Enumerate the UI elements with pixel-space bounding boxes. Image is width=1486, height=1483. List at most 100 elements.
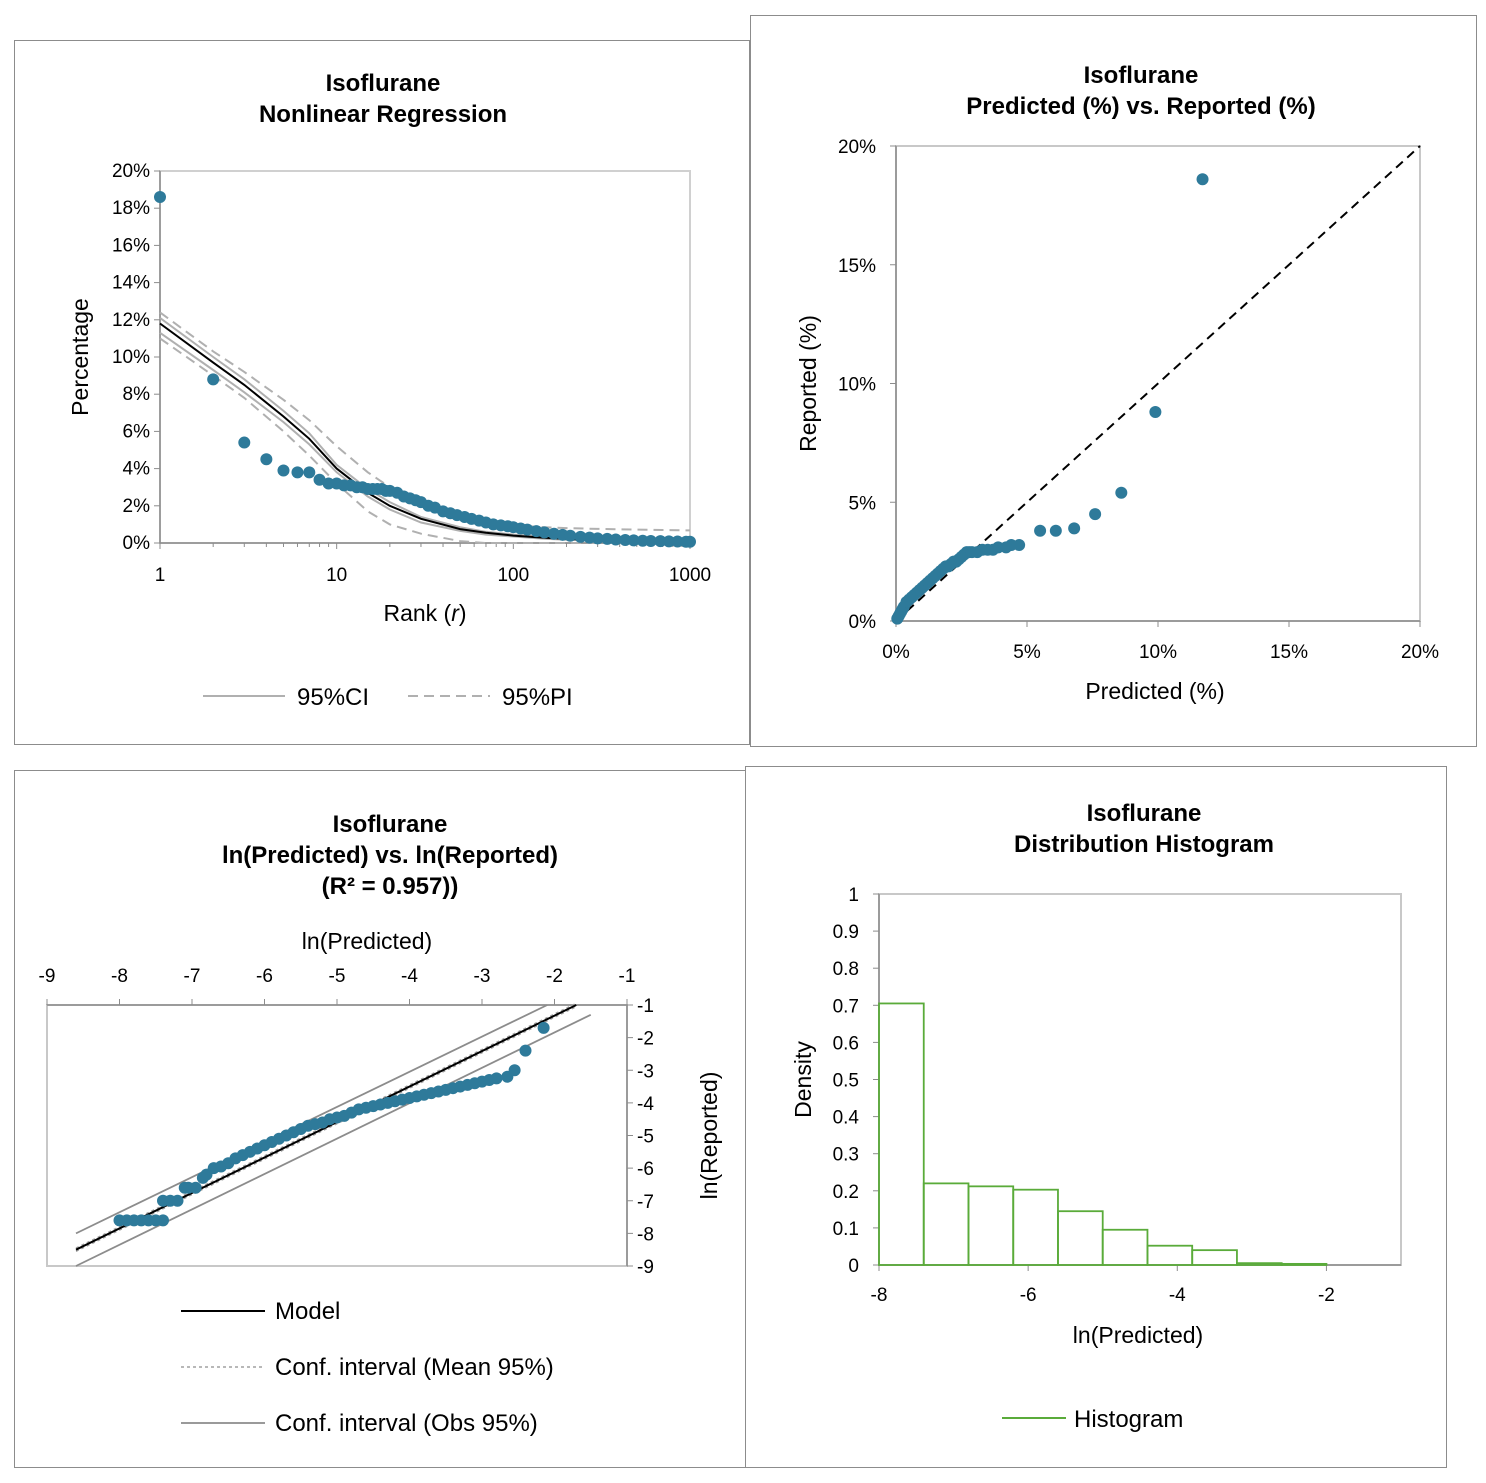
y-tick-label: 0.5 [833,1071,859,1092]
x-tick-label: 20% [1401,642,1439,663]
x-tick-label: 5% [1013,642,1041,663]
legend-histogram-label: Histogram [1074,1406,1183,1433]
histogram-bar [1012,1188,1059,1266]
y-axis-label: Percentage [67,298,93,416]
data-point [662,535,675,548]
y-tick-label: 4% [123,459,151,480]
data-point [154,191,166,204]
histogram-bar [878,1002,925,1266]
histogram-bar [967,1185,1015,1266]
histogram-bar [1146,1244,1194,1266]
y-tick-label: -1 [637,996,654,1017]
y-tick-label: 0.8 [833,959,859,980]
data-point [684,535,696,548]
data-point [891,612,904,625]
legend-pi-label: 95%PI [502,684,573,711]
y-tick-label: -3 [637,1061,654,1082]
x-tick-label: 1000 [669,565,711,586]
y-tick-label: 0.4 [833,1108,860,1129]
histogram-bar [1191,1249,1238,1266]
x-tick-label: 100 [497,565,529,586]
chart-title-line: ln(Predicted) vs. ln(Reported) [222,842,558,869]
x-tick-label: -7 [184,966,201,987]
x-tick-label: -9 [39,966,56,987]
y-tick-label: -6 [637,1159,654,1180]
y-tick-label: 0.6 [833,1033,859,1054]
histogram-bar [1101,1228,1149,1266]
model-line [75,1004,577,1251]
y-tick-label: 0 [848,1256,859,1277]
x-tick-label: -6 [256,966,273,987]
x-tick-label: 10% [1139,642,1177,663]
y-tick-label: 20% [838,137,876,158]
y-tick-label: 0.3 [833,1145,859,1166]
plot-area [159,170,691,544]
y-tick-label: 0% [123,533,151,554]
x-axis-label: ln(Predicted) [302,928,432,954]
conf-mean-lower-line [75,1005,577,1252]
x-tick-label: -8 [111,966,128,987]
y-tick-label: 20% [112,161,150,182]
data-point [619,534,632,547]
conf-obs-upper-line [75,1004,548,1235]
y-tick-label: 0.1 [833,1219,859,1240]
data-point [1049,524,1062,537]
data-point [654,535,667,548]
data-point [1149,406,1162,418]
y-tick-label: 6% [123,421,151,442]
y-tick-label: 0.9 [833,922,859,943]
x-tick-label: -8 [871,1285,888,1306]
legend-conf-mean-label: Conf. interval (Mean 95%) [275,1354,554,1381]
data-point [189,1181,202,1194]
y-tick-label: 0% [849,612,877,633]
chart-title-line: Isoflurane [1087,800,1202,827]
ln-pred-vs-ln-rep-chart: Isoflurane ln(Predicted) vs. ln(Reported)… [39,811,722,1437]
legend-model-label: Model [275,1298,340,1325]
data-point [490,1072,503,1085]
data-point [1034,524,1047,537]
y-tick-label: 15% [838,256,876,277]
data-point [671,535,684,548]
plot-area [46,1004,628,1267]
data-point [260,453,273,466]
data-point [1089,508,1102,521]
y-axis-label: Reported (%) [795,315,821,452]
data-point [601,532,614,545]
data-point [1196,173,1209,186]
histogram-bar [922,1182,970,1266]
chart-title-line: Isoflurane [1084,62,1199,89]
data-point [609,533,622,546]
chart-title-line: Nonlinear Regression [259,101,507,128]
pred-vs-rep-chart-panel: Isoflurane Predicted (%) vs. Reported (%)… [750,15,1477,747]
chart-title-line: Isoflurane [326,70,441,97]
y-tick-label: -2 [637,1029,654,1050]
y-tick-label: -8 [637,1224,654,1245]
regression-chart-panel: Isoflurane Nonlinear Regression 0% 2% 4% 6% 8%… [14,40,750,745]
chart-title-line: (R² = 0.957)) [322,873,459,900]
y-axis-label: Density [790,1041,816,1118]
x-axis-label: Rank (r) [383,600,466,626]
x-tick-label: 1 [155,565,166,586]
y-tick-label: 5% [849,493,877,514]
y-tick-label: -9 [637,1257,654,1278]
x-tick-label: -2 [546,966,563,987]
x-tick-label: -4 [1169,1285,1186,1306]
regression-chart: Isoflurane Nonlinear Regression 0% 2% 4% 6% 8%… [67,70,711,711]
data-point [574,530,587,543]
y-axis-label: ln(Reported) [696,1072,722,1200]
data-point [627,534,640,547]
data-point [537,1021,550,1034]
data-point [1068,522,1081,535]
x-tick-label: -3 [474,966,491,987]
histogram-bar [1057,1210,1104,1266]
x-tick-label: 0% [882,642,910,663]
ln-chart-panel: Isoflurane ln(Predicted) vs. ln(Reported)… [14,770,748,1468]
histogram-chart-panel: Isoflurane Distribution Histogram 0 0.1 0.2 0… [745,766,1447,1468]
data-point [591,532,604,545]
x-tick-label: -1 [619,966,636,987]
x-axis-label: ln(Predicted) [1073,1322,1203,1348]
x-tick-label: -6 [1020,1285,1037,1306]
y-tick-label: -4 [637,1094,654,1115]
data-point [508,1064,521,1077]
identity-line [895,145,1421,622]
